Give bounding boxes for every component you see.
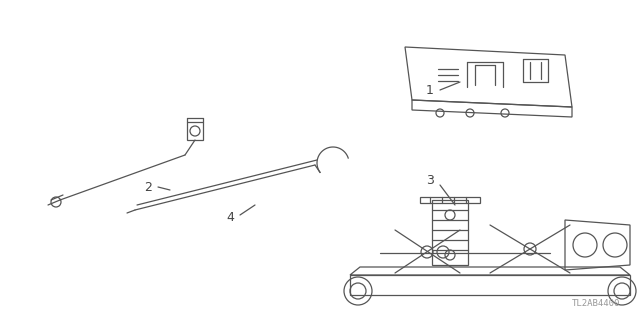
Text: 3: 3 (426, 173, 434, 187)
Text: 4: 4 (226, 211, 234, 223)
Text: 1: 1 (426, 84, 434, 97)
Text: 2: 2 (144, 180, 152, 194)
Text: TL2AB4400: TL2AB4400 (572, 299, 620, 308)
